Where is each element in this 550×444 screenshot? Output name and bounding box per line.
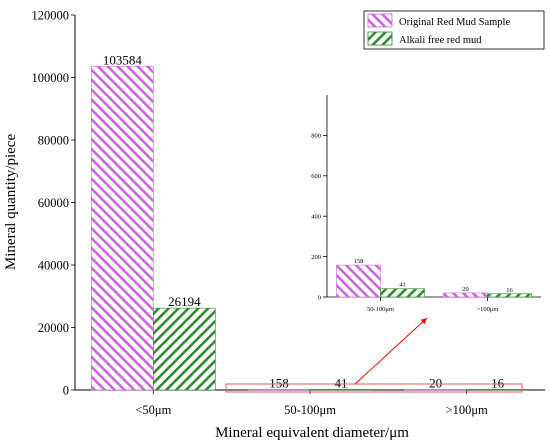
main-plot: 0 20000 40000 60000 80000 100000 120000 <50μm 5… <box>3 8 545 441</box>
inset-y-tick-label: 400 <box>311 213 321 220</box>
inset-bar-original <box>443 292 488 298</box>
inset-data-label: 20 <box>462 286 469 293</box>
bar-original <box>91 66 154 391</box>
y-tick-label: 100000 <box>32 71 70 85</box>
data-labels: 103584 26194 158 41 20 16 <box>103 52 505 390</box>
inset-x-ticks: 50-100μm >100μm <box>367 297 498 313</box>
data-label: 26194 <box>168 294 201 309</box>
data-label: 16 <box>491 375 505 390</box>
inset-bar-original <box>336 264 381 298</box>
bar-alkali-free <box>153 307 216 391</box>
inset-plot: 0 200 400 600 800 50-100μm >100μm 158 41 20 16 <box>311 95 541 313</box>
inset-y-tick-label: 0 <box>318 294 321 301</box>
x-tick-label: >100μm <box>446 403 489 417</box>
highlight-box <box>225 383 523 393</box>
bar-alkali-free <box>466 389 529 391</box>
inset-bar-alkali-free <box>380 288 425 298</box>
data-label: 158 <box>269 375 289 390</box>
legend: Original Red Mud Sample Alkali free red … <box>363 10 545 50</box>
y-tick-label: 40000 <box>38 258 69 272</box>
legend-swatch-original <box>367 13 393 28</box>
inset-data-label: 41 <box>399 282 406 289</box>
y-tick-label: 20000 <box>38 321 69 335</box>
inset-y-tick-label: 200 <box>311 254 321 261</box>
inset-data-label: 16 <box>506 287 513 294</box>
inset-bars <box>336 264 532 298</box>
bar-alkali-free <box>309 389 373 391</box>
legend-label-alkali-free: Alkali free red mud <box>399 35 482 46</box>
legend-label-original: Original Red Mud Sample <box>399 17 510 28</box>
y-tick-label: 120000 <box>32 8 70 22</box>
data-label: 41 <box>335 375 348 390</box>
y-ticks: 0 20000 40000 60000 80000 100000 120000 <box>32 8 75 397</box>
bars <box>91 66 529 391</box>
pointer-arrow <box>354 317 428 385</box>
inset-y-tick-label: 600 <box>311 173 321 180</box>
y-tick-label: 0 <box>63 383 69 397</box>
inset-bar-alkali-free <box>487 293 532 298</box>
x-axis-label: Mineral equivalent diameter/μm <box>215 425 409 441</box>
inset-y-tick-label: 800 <box>311 133 321 140</box>
legend-swatch-alkali-free <box>367 31 393 46</box>
inset-data-labels: 158 41 20 16 <box>354 258 514 294</box>
data-label: 103584 <box>103 52 143 67</box>
inset-x-tick-label: 50-100μm <box>367 306 394 313</box>
y-tick-label: 60000 <box>38 196 69 210</box>
data-label: 20 <box>429 375 442 390</box>
inset-y-ticks: 0 200 400 600 800 <box>311 133 327 301</box>
x-tick-label: <50μm <box>135 403 171 417</box>
y-tick-label: 80000 <box>38 133 69 147</box>
inset-x-tick-label: >100μm <box>477 306 499 313</box>
inset-data-label: 158 <box>354 258 364 265</box>
x-ticks: <50μm 50-100μm >100μm <box>135 390 488 417</box>
legend-frame <box>363 10 545 50</box>
y-axis-label: Mineral quantity/piece <box>3 134 19 271</box>
x-tick-label: 50-100μm <box>284 403 336 417</box>
